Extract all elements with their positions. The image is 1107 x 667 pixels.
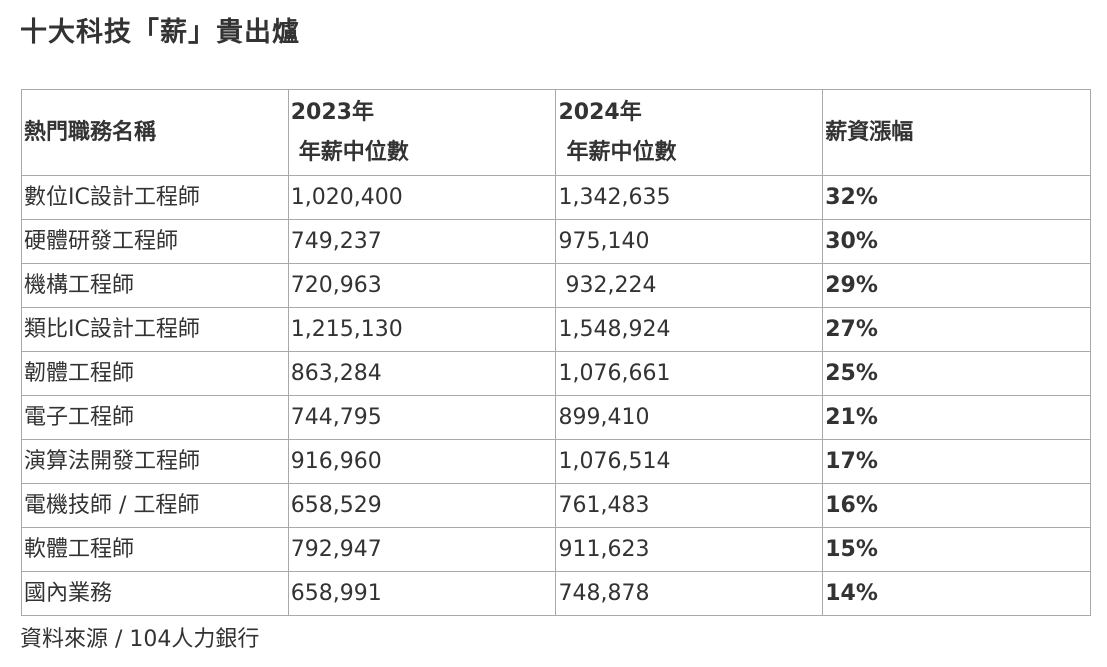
cell-2023: 792,947	[287, 527, 557, 572]
cell-job: 電子工程師	[21, 395, 289, 440]
cell-2023: 720,963	[287, 263, 557, 308]
cell-job: 韌體工程師	[21, 351, 289, 396]
header-2024-label: 年薪中位數	[566, 139, 677, 165]
table-header-row: 熱門職務名稱 2023年 年薪中位數 2024年 年薪中位數 薪資漲幅	[21, 89, 1091, 176]
table-row: 軟體工程師 792,947 911,623 15%	[21, 527, 1091, 572]
header-2024-year: 2024年	[558, 99, 642, 125]
cell-job: 軟體工程師	[21, 527, 289, 572]
cell-job: 電機技師 / 工程師	[21, 483, 289, 528]
cell-raise: 30%	[822, 219, 1091, 264]
table-row: 機構工程師 720,963 932,224 29%	[21, 263, 1091, 308]
cell-job: 數位IC設計工程師	[21, 175, 289, 220]
cell-2023: 1,020,400	[287, 175, 557, 220]
table-row: 電子工程師 744,795 899,410 21%	[21, 395, 1091, 440]
cell-raise: 29%	[822, 263, 1091, 308]
cell-job: 演算法開發工程師	[21, 439, 289, 484]
table-row: 數位IC設計工程師 1,020,400 1,342,635 32%	[21, 175, 1091, 220]
cell-raise: 14%	[822, 571, 1091, 616]
table-row: 國內業務 658,991 748,878 14%	[21, 571, 1091, 616]
cell-2023: 749,237	[287, 219, 557, 264]
cell-job: 類比IC設計工程師	[21, 307, 289, 352]
cell-2024: 748,878	[555, 571, 824, 616]
cell-job: 機構工程師	[21, 263, 289, 308]
cell-raise: 21%	[822, 395, 1091, 440]
header-2023: 2023年 年薪中位數	[287, 89, 557, 176]
header-raise: 薪資漲幅	[822, 89, 1091, 176]
cell-job: 硬體研發工程師	[21, 219, 289, 264]
cell-raise: 17%	[822, 439, 1091, 484]
source-note: 資料來源 / 104人力銀行	[20, 627, 260, 652]
cell-2024: 1,548,924	[555, 307, 824, 352]
table-row: 電機技師 / 工程師 658,529 761,483 16%	[21, 483, 1091, 528]
cell-2023: 1,215,130	[287, 307, 557, 352]
cell-raise: 16%	[822, 483, 1091, 528]
cell-2024: 932,224	[555, 263, 824, 308]
cell-2024: 911,623	[555, 527, 824, 572]
cell-raise: 32%	[822, 175, 1091, 220]
cell-2024: 1,342,635	[555, 175, 824, 220]
table-row: 硬體研發工程師 749,237 975,140 30%	[21, 219, 1091, 264]
cell-job: 國內業務	[21, 571, 289, 616]
cell-raise: 25%	[822, 351, 1091, 396]
header-2024: 2024年 年薪中位數	[555, 89, 824, 176]
cell-raise: 27%	[822, 307, 1091, 352]
cell-2024: 1,076,514	[555, 439, 824, 484]
cell-2023: 658,991	[287, 571, 557, 616]
cell-2024: 1,076,661	[555, 351, 824, 396]
table-row: 演算法開發工程師 916,960 1,076,514 17%	[21, 439, 1091, 484]
table-row: 類比IC設計工程師 1,215,130 1,548,924 27%	[21, 307, 1091, 352]
cell-2023: 744,795	[287, 395, 557, 440]
header-2023-label: 年薪中位數	[298, 139, 409, 165]
cell-2024: 761,483	[555, 483, 824, 528]
cell-2024: 899,410	[555, 395, 824, 440]
cell-raise: 15%	[822, 527, 1091, 572]
salary-table: 熱門職務名稱 2023年 年薪中位數 2024年 年薪中位數 薪資漲幅 數位IC…	[21, 89, 1091, 616]
table-row: 韌體工程師 863,284 1,076,661 25%	[21, 351, 1091, 396]
header-2023-year: 2023年	[290, 99, 374, 125]
header-job: 熱門職務名稱	[21, 89, 289, 176]
cell-2023: 916,960	[287, 439, 557, 484]
cell-2023: 863,284	[287, 351, 557, 396]
page-title: 十大科技「薪」貴出爐	[20, 17, 300, 48]
cell-2023: 658,529	[287, 483, 557, 528]
cell-2024: 975,140	[555, 219, 824, 264]
